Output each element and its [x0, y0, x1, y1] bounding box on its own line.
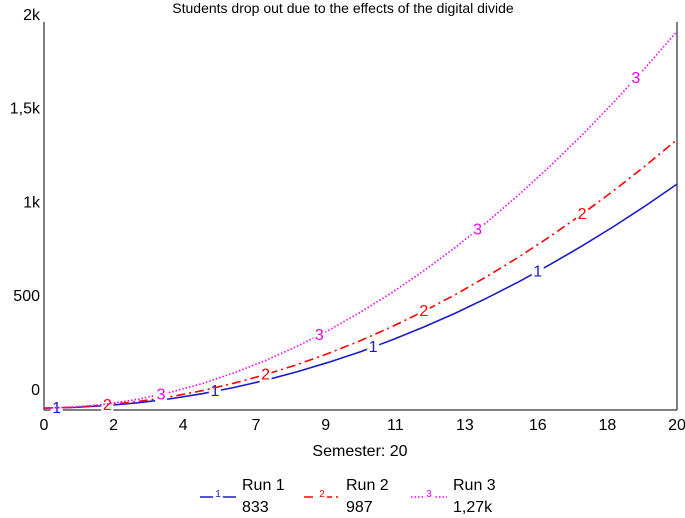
x-axis-title: Semester: 20 — [312, 443, 407, 460]
x-tick-label: 18 — [598, 417, 616, 434]
x-tick-label: 0 — [40, 417, 49, 434]
legend-series-value: 987 — [346, 499, 373, 516]
legend-marker-label: 3 — [426, 489, 432, 500]
series-marker-label: 3 — [157, 386, 166, 403]
series-marker-bg — [531, 261, 544, 280]
y-tick-label: 2k — [23, 7, 41, 24]
x-axis-ticks: 0 2 4 7 9 11 13 16 18 20 — [40, 417, 685, 434]
series-line-run-3 — [43, 30, 678, 409]
y-tick-label: 500 — [13, 288, 40, 305]
series-marker-label: 1 — [533, 263, 542, 280]
legend-series-value: 1,27k — [453, 499, 493, 516]
legend-swatch-gap — [424, 488, 434, 500]
series-marker-label: 2 — [419, 303, 428, 320]
chart-title: Students drop out due to the effects of … — [172, 0, 514, 16]
legend-swatch-gap — [213, 488, 223, 500]
series-marker-label: 1 — [52, 400, 61, 417]
series-marker-bg — [50, 397, 63, 416]
series-marker-label: 2 — [103, 397, 112, 414]
y-tick-label: 1k — [23, 194, 41, 211]
series-marker-label: 3 — [315, 327, 324, 344]
x-tick-label: 11 — [387, 417, 404, 434]
legend-item-run-3: 3 Run 3 1,27k — [411, 477, 496, 516]
series-marker-bg — [417, 301, 430, 320]
series-marker-bg — [471, 219, 484, 238]
series-marker-label: 1 — [369, 339, 378, 356]
legend-item-run-2: 2 Run 2 987 — [304, 477, 389, 516]
x-tick-label: 2 — [109, 417, 118, 434]
y-tick-label: 1,5k — [10, 101, 41, 118]
legend-marker-label: 2 — [319, 489, 325, 500]
series-marker-label: 3 — [631, 70, 640, 87]
x-tick-label: 16 — [529, 417, 547, 434]
legend-series-name: Run 3 — [453, 477, 496, 494]
x-tick-label: 9 — [321, 417, 330, 434]
x-tick-label: 4 — [179, 417, 188, 434]
y-tick-label: 0 — [31, 382, 40, 399]
series-marker-bg — [367, 336, 380, 355]
x-tick-label: 13 — [456, 417, 474, 434]
series-marker-bg — [208, 381, 221, 400]
series-marker-label: 3 — [473, 222, 482, 239]
x-tick-label: 20 — [668, 417, 685, 434]
series-layer: 1 1 1 1 2 2 2 2 3 3 3 3 — [43, 30, 678, 417]
x-tick-label: 7 — [252, 417, 261, 434]
legend-series-name: Run 1 — [242, 477, 285, 494]
legend-swatch-gap — [317, 488, 327, 500]
legend-series-name: Run 2 — [346, 477, 389, 494]
legend-series-value: 833 — [242, 499, 269, 516]
series-marker-bg — [313, 324, 326, 343]
series-line-run-1 — [43, 183, 678, 409]
legend-item-run-1: 1 Run 1 833 — [200, 477, 285, 516]
series-marker-bg — [259, 364, 272, 383]
series-marker-label: 2 — [261, 367, 270, 384]
series-line-run-2 — [43, 139, 678, 409]
legend: 1 Run 1 833 2 Run 2 987 3 Run 3 1,27k — [200, 477, 496, 516]
series-marker-bg — [629, 68, 642, 87]
series-marker-label: 2 — [578, 206, 587, 223]
series-marker-label: 1 — [210, 383, 219, 400]
series-marker-bg — [155, 384, 168, 403]
series-marker-bg — [576, 204, 589, 223]
legend-marker-label: 1 — [215, 489, 221, 500]
y-axis-ticks: 0 500 1k 1,5k 2k — [10, 7, 41, 399]
